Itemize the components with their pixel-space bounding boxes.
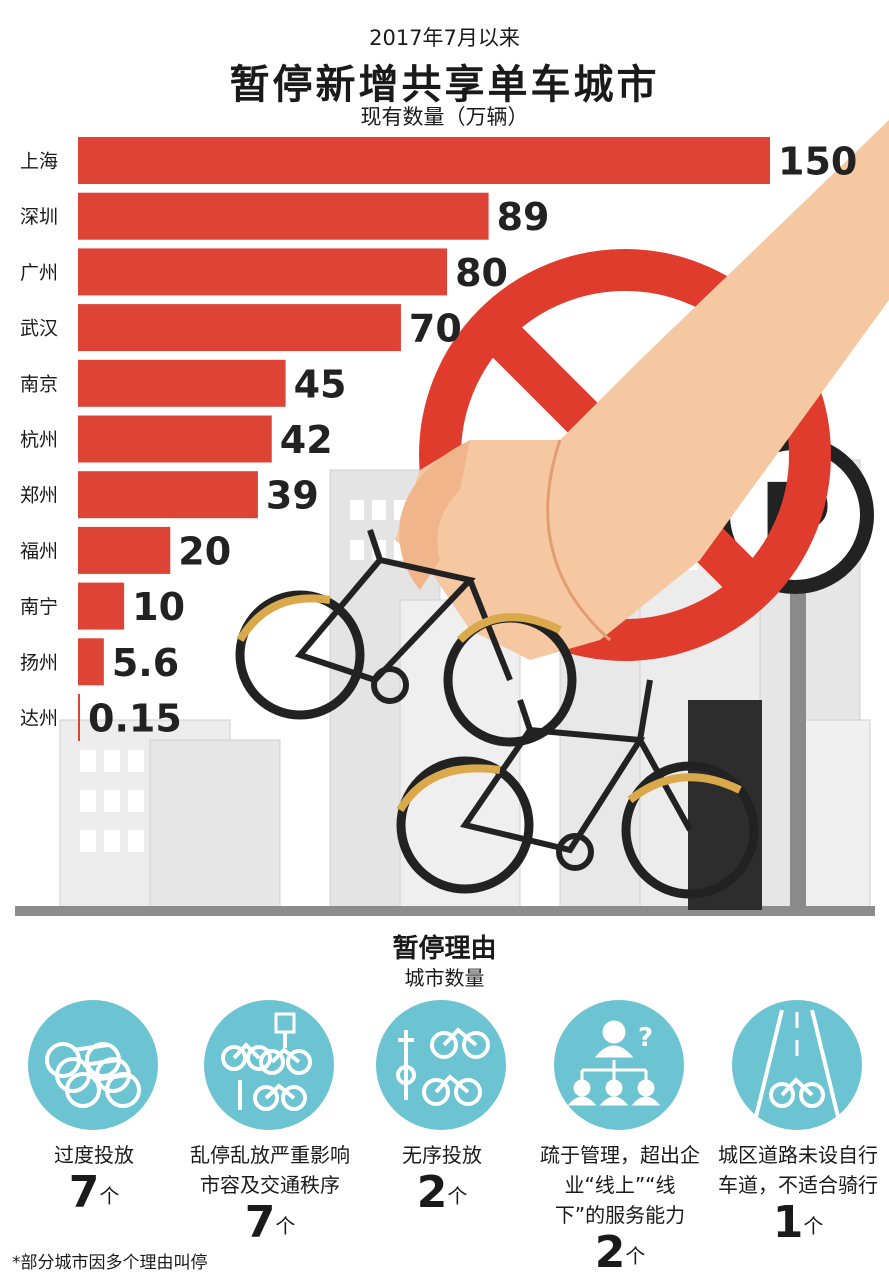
reason-count: 2 bbox=[594, 1227, 626, 1278]
value-label: 150 bbox=[778, 140, 857, 184]
category-label: 南宁 bbox=[20, 596, 58, 618]
reasons-title: 暂停理由 bbox=[392, 934, 497, 964]
reason-text: 乱停乱放严重影响市容及交通秩序 bbox=[190, 1143, 350, 1197]
bar bbox=[78, 192, 489, 240]
bicycle-bottom bbox=[396, 679, 759, 899]
parked-bikes-icon bbox=[204, 1000, 334, 1130]
reason-count: 2 bbox=[416, 1167, 448, 1218]
chart-title: 暂停新增共享单车城市 bbox=[229, 62, 660, 108]
bar bbox=[78, 137, 770, 184]
category-label: 杭州 bbox=[20, 429, 58, 451]
reason-count-unit: 个 bbox=[803, 1214, 824, 1238]
value-label: 45 bbox=[294, 362, 347, 406]
bar bbox=[78, 694, 80, 741]
reason-text: 过度投放 bbox=[54, 1143, 134, 1167]
bar bbox=[78, 582, 125, 630]
category-label: 深圳 bbox=[20, 206, 58, 228]
bar bbox=[78, 359, 286, 407]
road-bike-icon bbox=[732, 1000, 862, 1130]
reason-item-poor-management: ? 疏于管理，超出企业“线上”“线下”的服务能力 2个 bbox=[540, 1000, 700, 1276]
reason-count-unit: 个 bbox=[447, 1184, 468, 1208]
value-label: 5.6 bbox=[112, 641, 179, 685]
bar-chart: 上海 150 深圳 89 广州 80 武汉 70 南京 45 杭州 42 郑州 39 福州 20 南宁 10 扬州 5… bbox=[20, 137, 857, 741]
category-label: 广州 bbox=[20, 262, 58, 284]
scattered-bikes-icon bbox=[376, 1000, 506, 1130]
reason-item-oversupply: 过度投放 7个 bbox=[14, 1000, 174, 1216]
value-label: 89 bbox=[497, 195, 550, 239]
reason-count: 7 bbox=[244, 1197, 276, 1248]
bicycle-top bbox=[235, 529, 577, 747]
value-label: 80 bbox=[455, 251, 508, 295]
reason-item-no-bike-lanes: 城区道路未设自行车道，不适合骑行 1个 bbox=[718, 1000, 878, 1246]
value-label: 20 bbox=[178, 529, 231, 573]
chart-unit-label: 现有数量（万辆） bbox=[360, 105, 529, 129]
category-label: 扬州 bbox=[20, 652, 58, 674]
bar bbox=[78, 304, 401, 352]
category-label: 福州 bbox=[20, 540, 58, 562]
value-label: 70 bbox=[409, 307, 462, 351]
value-label: 39 bbox=[266, 474, 319, 518]
category-label: 武汉 bbox=[20, 318, 58, 340]
chart-subtitle: 2017年7月以来 bbox=[369, 26, 520, 50]
value-label: 0.15 bbox=[88, 697, 182, 741]
reason-item-random-deployment: 无序投放 2个 bbox=[362, 1000, 522, 1216]
bar bbox=[78, 248, 448, 296]
reasons-unit: 城市数量 bbox=[404, 966, 485, 990]
reason-count-unit: 个 bbox=[275, 1214, 296, 1238]
bar bbox=[78, 638, 104, 686]
category-label: 南京 bbox=[20, 373, 58, 395]
footnote: *部分城市因多个理由叫停 bbox=[12, 1253, 208, 1273]
reason-item-disorderly-parking: 乱停乱放严重影响市容及交通秩序7个 bbox=[190, 1000, 350, 1246]
bar bbox=[78, 526, 171, 574]
svg-text:?: ? bbox=[638, 1023, 653, 1053]
category-label: 上海 bbox=[20, 151, 58, 173]
reason-count-unit: 个 bbox=[625, 1244, 646, 1268]
value-label: 10 bbox=[132, 585, 185, 629]
reason-count: 7 bbox=[68, 1167, 100, 1218]
value-label: 42 bbox=[280, 418, 333, 462]
category-label: 郑州 bbox=[20, 485, 58, 507]
illustration: P bbox=[15, 120, 889, 916]
reason-count: 1 bbox=[772, 1197, 804, 1248]
ground-line bbox=[15, 906, 875, 916]
reason-text: 疏于管理，超出企业“线上”“线下”的服务能力 bbox=[540, 1143, 700, 1227]
bar bbox=[78, 471, 258, 519]
reason-text: 城区道路未设自行车道，不适合骑行 bbox=[718, 1143, 878, 1197]
reason-count-unit: 个 bbox=[99, 1184, 120, 1208]
category-label: 达州 bbox=[20, 708, 58, 730]
bar bbox=[78, 415, 272, 463]
reason-text: 无序投放 bbox=[402, 1143, 482, 1167]
management-icon: ? bbox=[554, 1000, 684, 1130]
stacked-bikes-icon bbox=[28, 1000, 158, 1130]
hand-illustration bbox=[395, 120, 889, 660]
